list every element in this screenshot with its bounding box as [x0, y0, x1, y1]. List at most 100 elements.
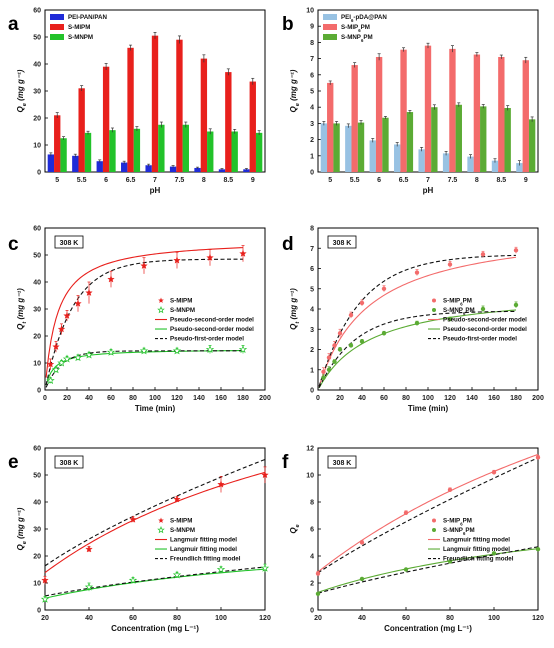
fit-line — [44, 458, 266, 567]
temperature-label: 308 K — [60, 240, 79, 247]
x-axis-label: pH — [150, 186, 161, 195]
fit-line — [317, 548, 539, 593]
y-axis-label: Qe (mg g⁻¹) — [16, 507, 28, 550]
legend-label: Pseudo-second-order model — [443, 326, 527, 333]
y-tick-label: 40 — [33, 500, 41, 507]
data-point — [172, 346, 182, 355]
temperature-box — [327, 235, 357, 249]
y-tick-label: 7 — [310, 56, 314, 63]
legend-label: Pseudo-first-order model — [443, 336, 517, 343]
bar — [145, 165, 152, 172]
bar — [176, 39, 183, 173]
data-point — [491, 551, 497, 556]
y-tick-label: 30 — [33, 307, 41, 314]
y-tick-label: 5 — [310, 89, 314, 96]
x-tick-label: 140 — [466, 395, 478, 402]
bar — [320, 123, 328, 172]
data-point — [172, 570, 182, 579]
data-point — [326, 367, 332, 372]
panel-letter: e — [8, 452, 19, 473]
data-point — [315, 571, 321, 576]
x-tick-label: 6.5 — [399, 177, 409, 184]
y-tick-label: 60 — [33, 8, 41, 15]
bar — [225, 72, 232, 172]
x-tick-label: 160 — [215, 395, 227, 402]
legend-swatch — [50, 24, 64, 30]
bar — [133, 128, 141, 172]
x-tick-label: 100 — [488, 615, 500, 622]
bar — [54, 115, 61, 172]
legend-label: Langmuir fitting model — [443, 537, 510, 544]
x-tick-label: 6.5 — [126, 177, 136, 184]
data-point — [52, 342, 60, 351]
bar — [47, 154, 55, 172]
legend-label: S-MNP6PM — [341, 34, 373, 43]
x-tick-label: 5.5 — [77, 177, 87, 184]
y-axis-label: Qe — [289, 524, 301, 533]
fit-line — [44, 566, 266, 597]
x-tick-label: 80 — [173, 615, 181, 622]
legend-marker — [157, 526, 165, 534]
x-tick-label: 120 — [171, 395, 183, 402]
y-tick-label: 6 — [310, 266, 314, 273]
x-tick-label: 180 — [237, 395, 249, 402]
legend-label: Langmuir fitting model — [443, 546, 510, 553]
bar — [480, 106, 487, 172]
y-tick-label: 60 — [33, 446, 41, 453]
x-tick-label: 6 — [377, 177, 381, 184]
y-tick-label: 10 — [306, 8, 314, 15]
bar — [60, 138, 67, 172]
data-point — [51, 365, 61, 374]
legend-marker — [158, 297, 164, 303]
data-point — [403, 510, 409, 515]
data-point — [217, 480, 225, 488]
y-tick-label: 20 — [33, 334, 41, 341]
x-tick-label: 20 — [63, 395, 71, 402]
bar — [84, 132, 92, 172]
x-tick-label: 5.5 — [350, 177, 360, 184]
legend-label: S-MIP6PM — [341, 24, 370, 33]
legend-label: Freundlich fitting model — [170, 556, 241, 563]
y-tick-label: 9 — [310, 24, 314, 31]
x-tick-label: 7 — [426, 177, 430, 184]
data-point — [535, 547, 541, 552]
x-tick-label: 80 — [446, 615, 454, 622]
legend-label: Pseudo-second-order model — [170, 326, 254, 333]
x-tick-label: 9 — [524, 177, 528, 184]
x-tick-label: 20 — [336, 395, 344, 402]
bar — [333, 123, 340, 172]
legend-label: PEI-PAN/PAN — [68, 14, 107, 21]
x-tick-label: 120 — [532, 615, 544, 622]
legend-label: Pseudo-first-order model — [170, 336, 244, 343]
x-axis-label: Concentration (mg L⁻¹) — [111, 624, 199, 633]
legend-label: PEI6-pDA@PAN — [341, 14, 387, 23]
temperature-label: 308 K — [333, 460, 352, 467]
fit-line — [317, 453, 539, 573]
y-tick-label: 8 — [310, 500, 314, 507]
panel-letter: f — [282, 452, 289, 473]
y-tick-label: 20 — [33, 554, 41, 561]
legend-marker — [158, 517, 164, 523]
bar — [345, 125, 352, 172]
y-tick-label: 0 — [310, 170, 314, 177]
bar — [498, 56, 505, 173]
data-point — [128, 575, 138, 584]
x-tick-label: 200 — [259, 395, 271, 402]
data-point — [491, 470, 497, 475]
data-point — [447, 316, 453, 322]
bar — [231, 131, 238, 172]
bar — [400, 49, 407, 172]
y-tick-label: 10 — [33, 581, 41, 588]
x-tick-label: 60 — [380, 395, 388, 402]
y-tick-label: 10 — [33, 361, 41, 368]
bar — [207, 131, 214, 172]
bar — [522, 60, 529, 172]
data-point — [480, 252, 486, 257]
y-tick-label: 0 — [37, 170, 41, 177]
x-tick-label: 7.5 — [448, 177, 458, 184]
panel-letter: d — [282, 234, 294, 255]
x-tick-label: 0 — [316, 395, 320, 402]
legend-label: Pseudo-second-order model — [170, 317, 254, 324]
legend-label: S-MIPM — [68, 24, 90, 31]
